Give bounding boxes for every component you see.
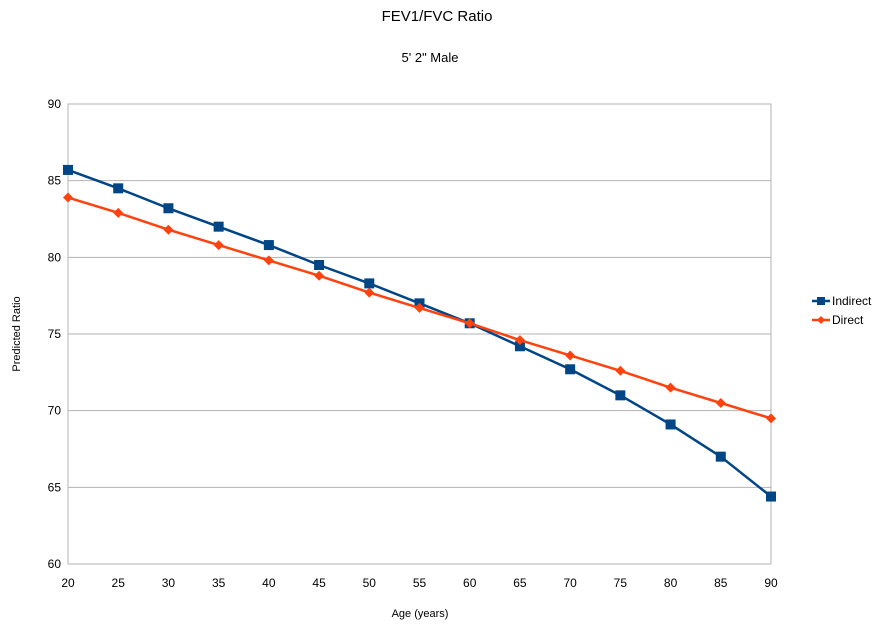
point-direct-11	[615, 365, 626, 376]
legend-label-indirect: Indirect	[832, 294, 872, 308]
x-tick-labels: 20 25 30 35 40 45 50 55 60 65 70 75 80 85 90	[61, 576, 778, 590]
x-axis-label: Age (years)	[392, 608, 449, 620]
x-tick-label-11: 75	[614, 576, 628, 590]
point-direct-13	[715, 398, 726, 408]
point-indirect-0	[63, 164, 73, 175]
point-indirect-9	[514, 341, 525, 352]
x-tick-label-13: 85	[714, 576, 728, 590]
legend-marker-indirect	[817, 297, 825, 305]
x-tick-label-2: 30	[162, 576, 176, 590]
point-direct-9	[514, 335, 525, 346]
y-tick-labels: 60 65 70 75 80 85 90	[48, 97, 62, 571]
y-tick-label-0: 60	[48, 557, 62, 571]
y-tick-label-5: 85	[48, 174, 62, 188]
point-indirect-3	[213, 221, 224, 232]
chart-title: FEV1/FVC Ratio	[382, 8, 493, 25]
grid-lines	[68, 103, 771, 565]
point-indirect-13	[715, 451, 726, 462]
point-direct-0	[63, 192, 73, 203]
y-axis-label: Predicted Ratio	[11, 296, 23, 371]
x-tick-label-10: 70	[563, 576, 577, 590]
point-indirect-10	[565, 364, 576, 375]
point-indirect-12	[665, 419, 676, 430]
point-indirect-11	[615, 390, 626, 401]
y-tick-label-6: 90	[48, 97, 62, 111]
point-indirect-5	[314, 260, 325, 270]
point-indirect-6	[364, 278, 375, 289]
point-direct-1	[113, 207, 124, 218]
point-direct-14	[766, 413, 776, 424]
x-tick-label-12: 80	[664, 576, 678, 590]
legend: Indirect Direct	[812, 294, 872, 327]
point-direct-10	[565, 350, 576, 361]
x-tick-label-8: 60	[463, 576, 477, 590]
point-direct-8	[464, 318, 475, 329]
x-tick-label-0: 20	[61, 576, 75, 590]
y-tick-label-2: 70	[48, 404, 62, 418]
legend-marker-direct	[817, 316, 825, 324]
point-direct-4	[263, 255, 274, 266]
series-group	[63, 164, 776, 502]
point-direct-5	[314, 270, 325, 281]
point-direct-12	[665, 382, 676, 393]
y-tick-label-1: 65	[48, 480, 62, 494]
x-tick-label-6: 50	[363, 576, 377, 590]
legend-label-direct: Direct	[832, 313, 864, 327]
point-indirect-1	[113, 183, 124, 194]
point-direct-2	[163, 224, 174, 235]
x-tick-label-3: 35	[212, 576, 226, 590]
point-direct-6	[364, 287, 375, 298]
x-tick-label-14: 90	[764, 576, 778, 590]
point-indirect-14	[766, 491, 776, 502]
y-tick-label-4: 80	[48, 250, 62, 264]
x-tick-label-7: 55	[413, 576, 427, 590]
x-tick-label-4: 40	[262, 576, 276, 590]
x-tick-label-5: 45	[312, 576, 326, 590]
y-tick-label-3: 75	[48, 327, 62, 341]
series-line-indirect	[67, 168, 772, 498]
x-tick-label-1: 25	[112, 576, 126, 590]
point-direct-7	[414, 302, 425, 313]
point-direct-3	[213, 240, 224, 251]
point-indirect-2	[163, 203, 174, 214]
chart-subtitle: 5' 2" Male	[402, 50, 459, 65]
x-tick-label-9: 65	[513, 576, 527, 590]
point-indirect-4	[263, 240, 274, 251]
